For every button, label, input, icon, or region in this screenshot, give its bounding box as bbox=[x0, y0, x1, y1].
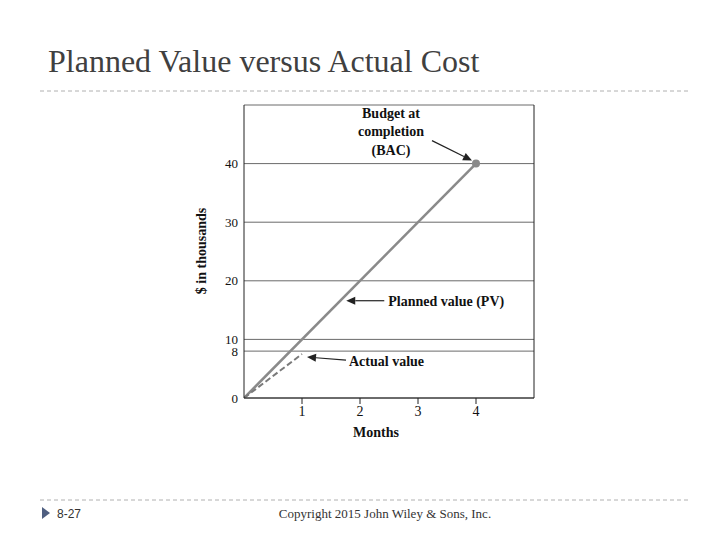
svg-text:4: 4 bbox=[473, 404, 480, 419]
svg-text:8: 8 bbox=[231, 343, 238, 359]
svg-text:2: 2 bbox=[357, 404, 364, 419]
svg-text:Budget at: Budget at bbox=[362, 106, 420, 121]
svg-text:completion: completion bbox=[358, 124, 424, 139]
svg-text:40: 40 bbox=[225, 156, 238, 171]
svg-text:0: 0 bbox=[232, 391, 239, 406]
svg-text:3: 3 bbox=[415, 404, 422, 419]
svg-text:1: 1 bbox=[299, 404, 306, 419]
svg-text:Months: Months bbox=[353, 425, 399, 440]
svg-text:Copyright 2015 John Wiley & So: Copyright 2015 John Wiley & Sons, Inc. bbox=[279, 506, 491, 521]
svg-text:30: 30 bbox=[225, 215, 238, 230]
svg-text:8-27: 8-27 bbox=[57, 507, 81, 521]
svg-text:20: 20 bbox=[225, 273, 238, 288]
svg-text:10: 10 bbox=[225, 332, 238, 347]
svg-text:$ in thousands: $ in thousands bbox=[194, 207, 209, 294]
svg-text:Planned Value versus Actual Co: Planned Value versus Actual Cost bbox=[48, 43, 479, 79]
svg-text:Planned value (PV): Planned value (PV) bbox=[388, 294, 504, 310]
svg-text:Actual value: Actual value bbox=[349, 354, 424, 369]
svg-text:(BAC): (BAC) bbox=[372, 143, 411, 159]
